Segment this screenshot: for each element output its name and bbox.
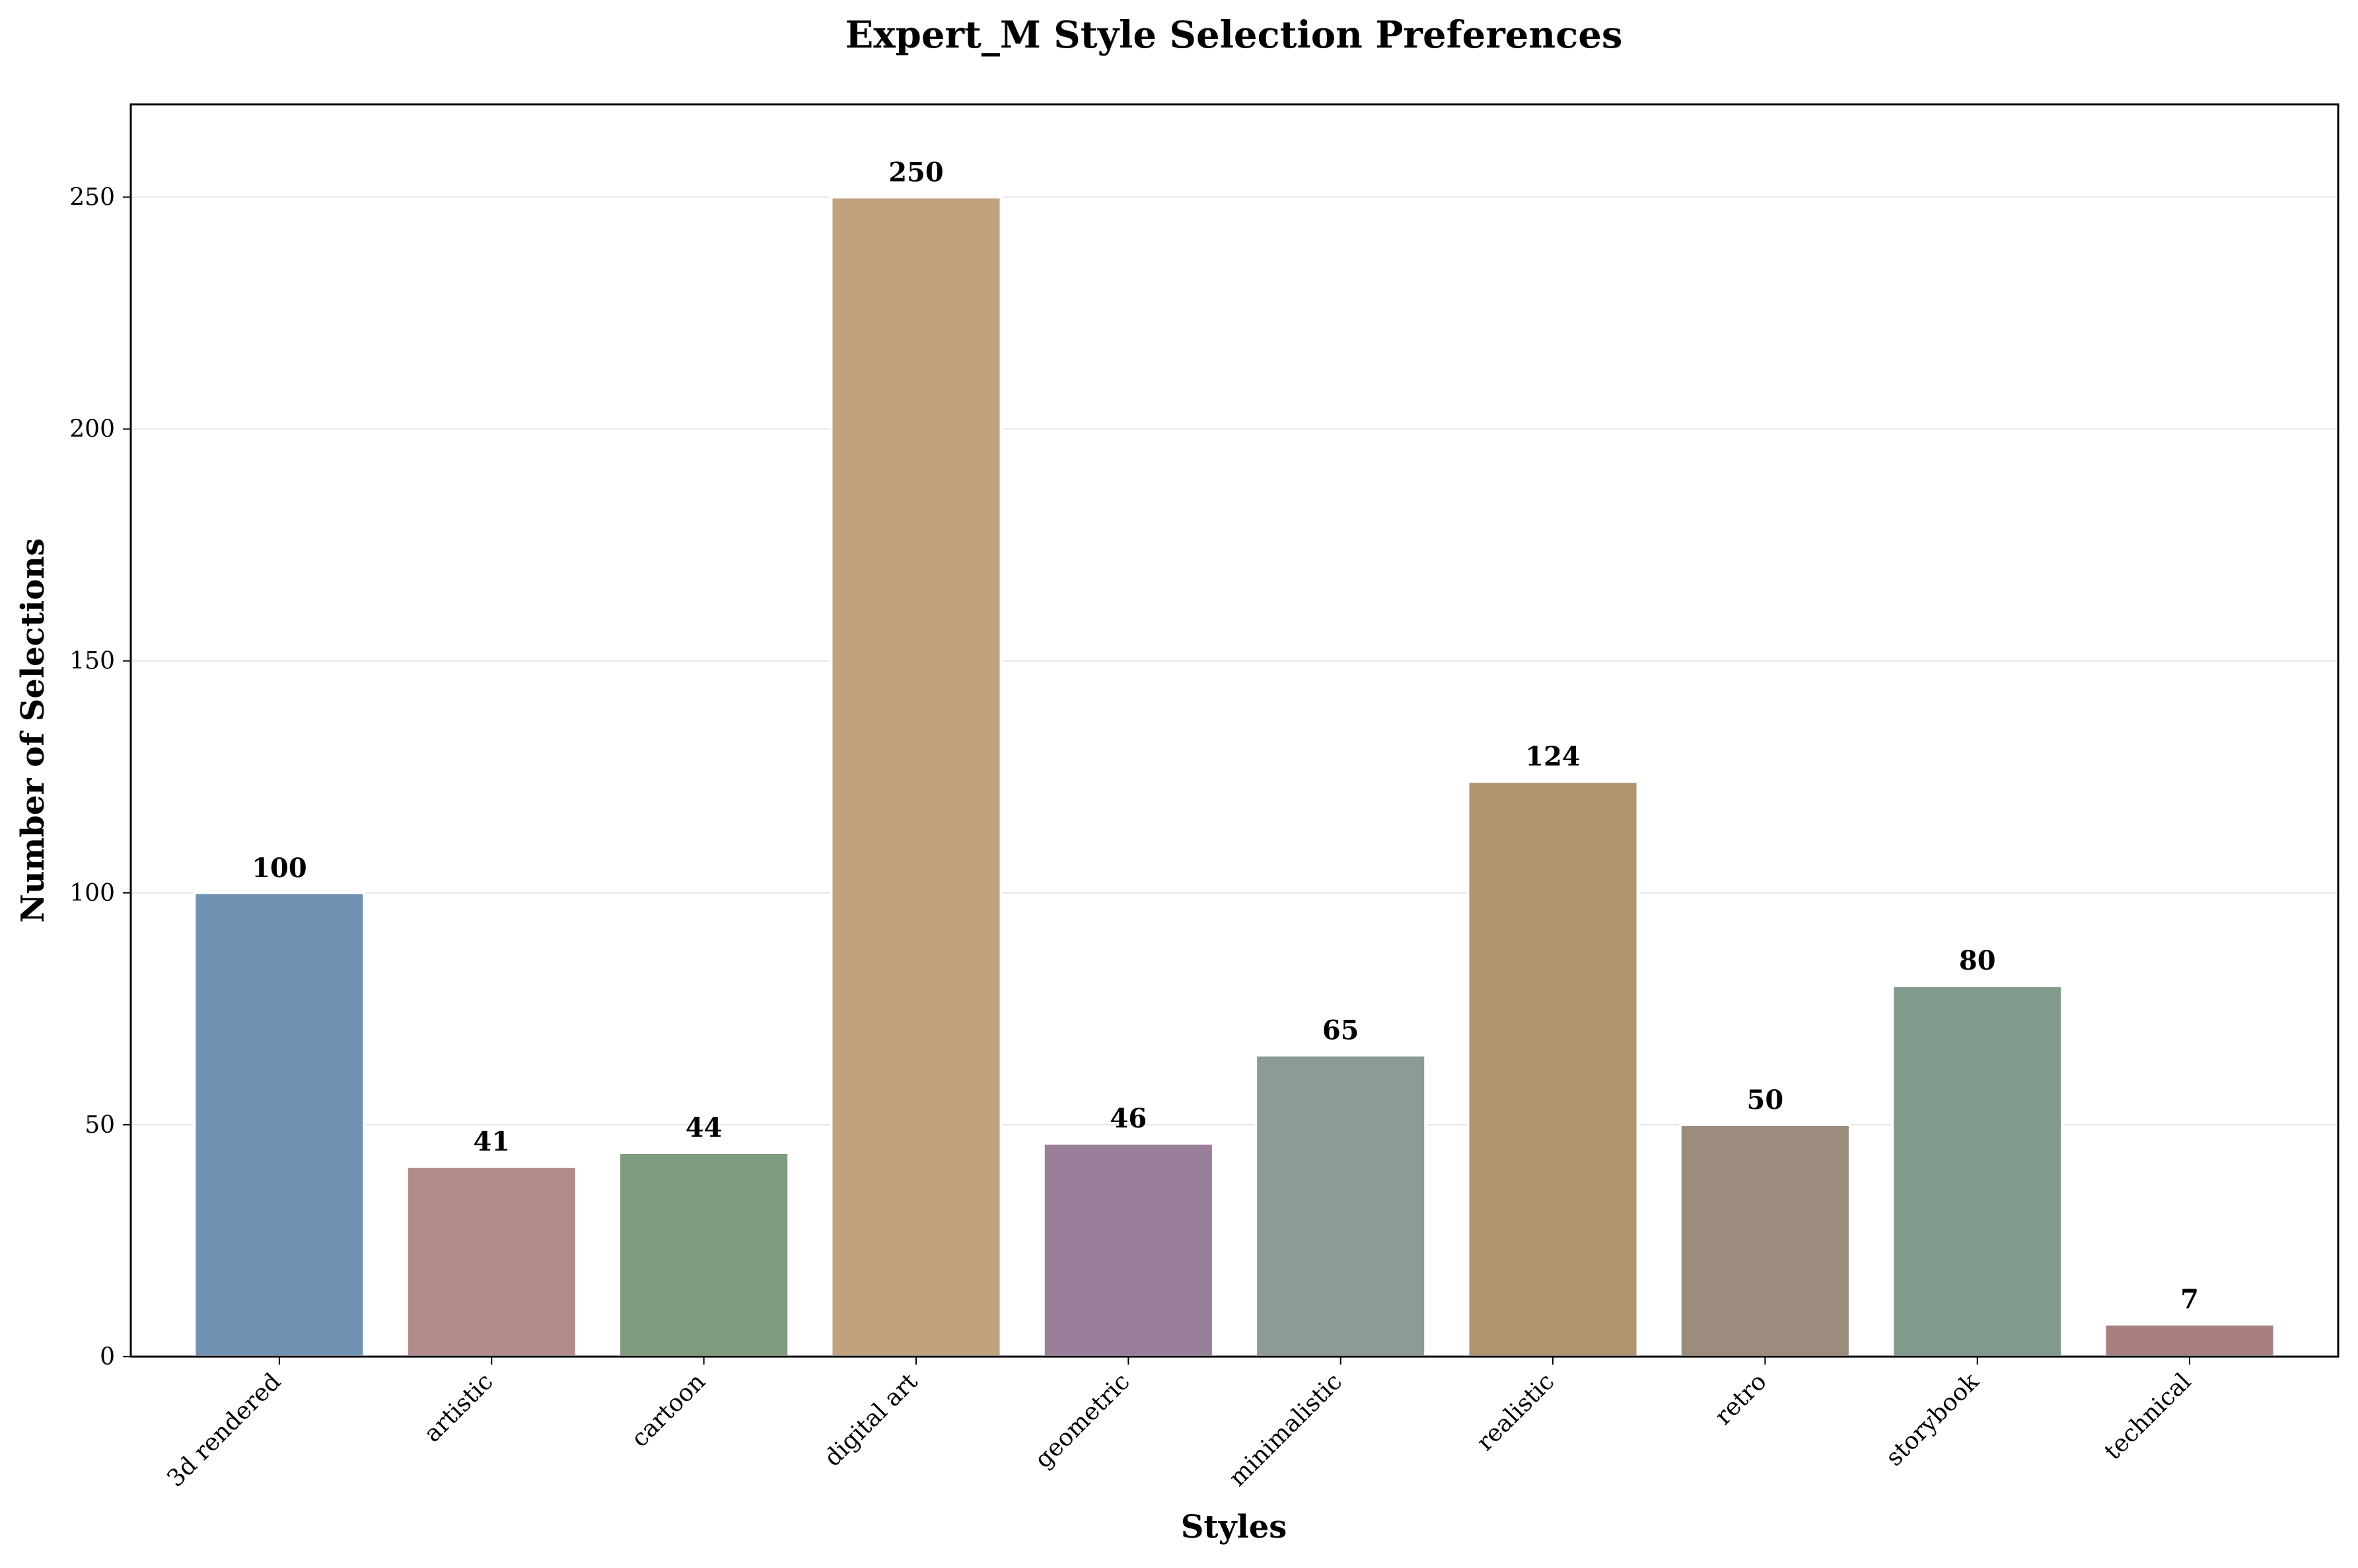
bar-value-label: 124 xyxy=(1525,741,1581,772)
bar-value-label: 100 xyxy=(252,853,307,884)
bar xyxy=(2103,1322,2276,1359)
bar-value-label: 41 xyxy=(473,1126,510,1157)
chart-title: Expert_M Style Selection Preferences xyxy=(845,13,1623,57)
bar-value-label: 7 xyxy=(2180,1284,2199,1315)
bar-value-label: 65 xyxy=(1322,1015,1359,1046)
bar-value-label: 50 xyxy=(1747,1085,1784,1116)
y-tick-label: 50 xyxy=(85,1112,115,1139)
bar xyxy=(405,1165,578,1358)
bar xyxy=(1678,1123,1851,1359)
y-tick-label: 0 xyxy=(100,1343,115,1371)
bar-value-label: 44 xyxy=(686,1112,723,1143)
bar-value-label: 250 xyxy=(888,157,944,188)
y-tick-label: 250 xyxy=(69,184,115,211)
bar xyxy=(193,891,366,1359)
bar xyxy=(1466,780,1639,1358)
bar xyxy=(1042,1141,1215,1358)
bar-value-label: 80 xyxy=(1959,945,1996,976)
bar xyxy=(1891,984,2064,1358)
value-labels: 100 41 44 250 46 65 124 50 80 7 xyxy=(252,157,2199,1314)
y-axis-ticks: 0 50 100 150 200 250 xyxy=(69,184,131,1371)
x-axis-label: Styles xyxy=(1181,1509,1287,1546)
y-tick-label: 100 xyxy=(69,880,115,907)
y-axis-label: Number of Selections xyxy=(15,538,52,923)
plot-frame xyxy=(129,103,2340,1358)
bar xyxy=(1254,1053,1427,1358)
bar xyxy=(830,196,1003,1358)
y-tick-label: 150 xyxy=(69,648,115,675)
bars xyxy=(193,196,2276,1359)
bar-value-label: 46 xyxy=(1110,1103,1147,1134)
bar xyxy=(618,1151,791,1358)
y-tick-label: 200 xyxy=(69,416,115,443)
